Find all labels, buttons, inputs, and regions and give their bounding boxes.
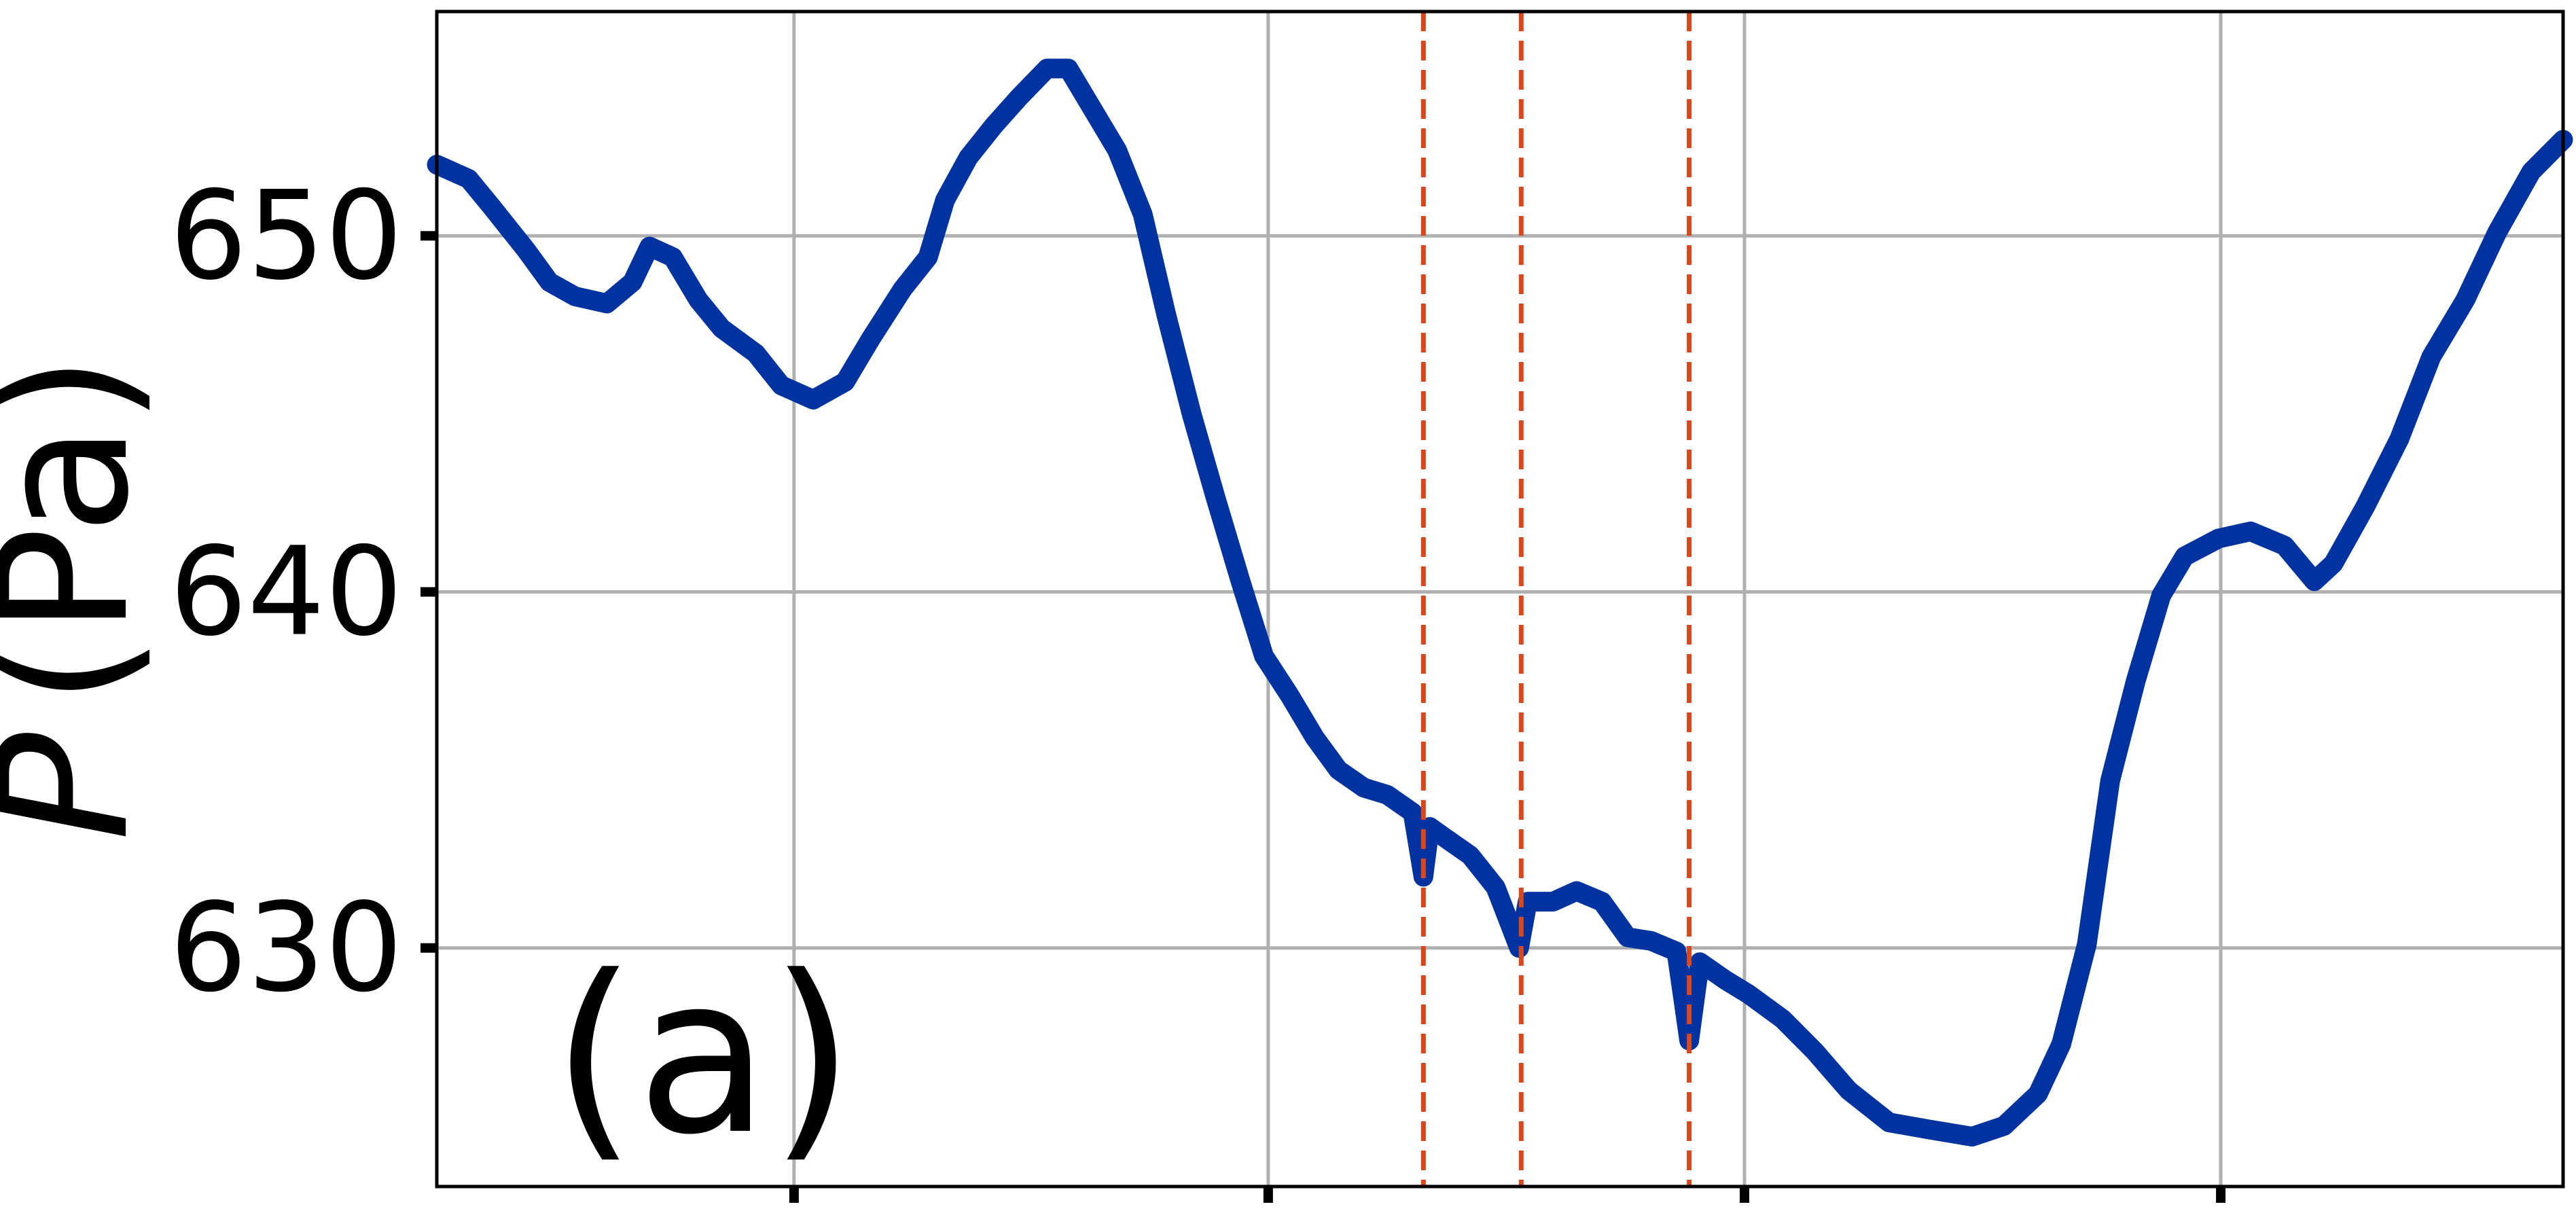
y-label-unit: (Pa) bbox=[0, 355, 168, 706]
y-label-symbol: P bbox=[0, 731, 168, 841]
y-tick-label: 640 bbox=[169, 522, 403, 664]
plot-frame bbox=[435, 10, 2565, 1189]
y-tick-label: 650 bbox=[169, 165, 403, 307]
y-axis-label: P (Pa) bbox=[0, 355, 168, 841]
y-tick-label: 630 bbox=[169, 877, 403, 1019]
panel-label: (a) bbox=[552, 930, 855, 1182]
data-line bbox=[427, 58, 2573, 1147]
